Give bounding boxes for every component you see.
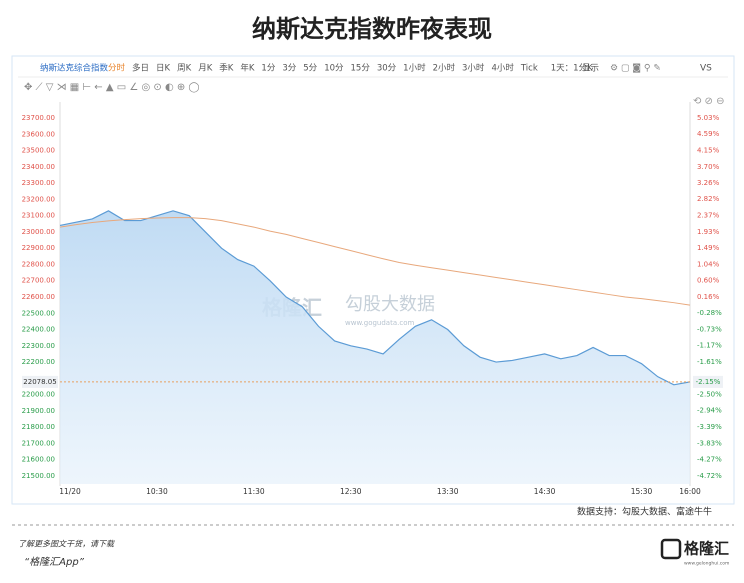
y-tick-label: 21800.00 <box>22 423 55 431</box>
period-tab[interactable]: 10分 <box>324 64 344 74</box>
footer-app: “格隆汇App” <box>24 556 85 568</box>
y-tick-label: 21600.00 <box>22 456 55 464</box>
source: 数据支持：勾股大数据、富途牛牛 <box>577 506 712 518</box>
symbol: 纳斯达克综合指数 <box>40 63 109 74</box>
y2-tick-label: 2.37% <box>697 212 720 220</box>
y2-tick-label: -2.94% <box>697 407 722 415</box>
y2-tick-label: -4.27% <box>697 455 722 463</box>
last-pct-box <box>693 375 723 388</box>
y-tick-label: 21500.00 <box>22 472 55 480</box>
y2-tick-label: 0.60% <box>697 277 720 285</box>
frame <box>11 55 735 505</box>
title: 纳斯达克指数昨夜表现 <box>252 15 492 43</box>
y2-tick-label: 1.04% <box>697 261 720 269</box>
draw-tools: ✥ ⟋ ▽ ⋊ ▦ ⊢ ← ▲ ▭ ∠ ◎ ⊙ ◐ ⊕ ◯ <box>24 82 200 93</box>
logo-icon <box>660 538 682 560</box>
x-tick-label: 10:30 <box>146 487 168 496</box>
average-line <box>59 217 691 306</box>
last-price-label: 22078.05 <box>23 378 56 386</box>
y2-tick-label: -0.28% <box>697 309 722 317</box>
y-tick-label: 22600.00 <box>22 293 55 301</box>
y2-tick-label: -3.83% <box>697 439 722 447</box>
y2-tick-label: 2.82% <box>697 195 720 203</box>
x-tick-label: 11:30 <box>243 487 265 496</box>
display-menu[interactable]: 显示 <box>582 64 599 74</box>
y-tick-label: 22000.00 <box>22 391 55 399</box>
y-tick-label: 23700.00 <box>22 114 55 122</box>
footer-text: 了解更多图文干货，请下载 <box>18 540 115 549</box>
y-tick-label: 22700.00 <box>22 277 55 285</box>
period-tab[interactable]: Tick <box>520 64 538 74</box>
undo-icons: ⟲ ⊘ ⊖ <box>693 96 725 107</box>
y2-tick-label: -3.39% <box>697 423 722 431</box>
last-pct-label: -2.15% <box>696 378 721 386</box>
x-tick-label: 16:00 <box>679 487 701 496</box>
y-tick-label: 22300.00 <box>22 342 55 350</box>
y-tick-label: 21900.00 <box>22 407 55 415</box>
range-select[interactable]: 1天：1分K <box>551 64 593 74</box>
price-area <box>60 210 690 485</box>
period-tab[interactable]: 年K <box>240 63 255 74</box>
logo-url: www.gelonghui.com <box>684 561 729 567</box>
y-tick-label: 22800.00 <box>22 260 55 268</box>
y2-tick-label: 0.16% <box>697 293 720 301</box>
y2-tick-label: -1.61% <box>697 358 722 366</box>
period-tab[interactable]: 多日 <box>132 63 149 74</box>
y2-tick-label: 3.70% <box>697 163 720 171</box>
period-tab[interactable]: 30分 <box>377 64 397 74</box>
y2-tick-label: 4.15% <box>697 146 720 154</box>
period-tab[interactable]: 3小时 <box>462 63 485 74</box>
x-tick-label: 15:30 <box>631 487 653 496</box>
y2-tick-label: 5.03% <box>697 114 720 122</box>
period-tab[interactable]: 1小时 <box>403 63 426 74</box>
period-tab[interactable]: 15分 <box>351 64 371 74</box>
y2-tick-label: 3.26% <box>697 179 720 187</box>
y-tick-label: 22400.00 <box>22 326 55 334</box>
period-tab[interactable]: 1分 <box>261 64 275 74</box>
period-tab[interactable]: 2小时 <box>433 63 456 74</box>
y2-tick-label: -2.50% <box>697 390 722 398</box>
x-tick-label: 11/20 <box>59 487 81 496</box>
y-tick-label: 22200.00 <box>22 358 55 366</box>
y-tick-label: 23600.00 <box>22 130 55 138</box>
compare[interactable]: VS <box>700 64 712 74</box>
y2-tick-label: -1.17% <box>697 342 722 350</box>
period-tab[interactable]: 月K <box>198 64 213 74</box>
price-line <box>59 210 691 386</box>
y-tick-label: 23300.00 <box>22 179 55 187</box>
y-tick-label: 23000.00 <box>22 228 55 236</box>
period-tab[interactable]: 周K <box>177 64 192 74</box>
y-tick-label: 23500.00 <box>22 147 55 155</box>
toolbar-icons: ⚙ ▢ ◙ ⚲ ✎ <box>610 64 661 74</box>
y2-tick-label: 4.59% <box>697 130 720 138</box>
y-tick-label: 21700.00 <box>22 439 55 447</box>
period-tab[interactable]: 4小时 <box>491 63 514 74</box>
period-tab[interactable]: 5分 <box>303 64 317 74</box>
y-tick-label: 23200.00 <box>22 195 55 203</box>
y2-tick-label: 1.93% <box>697 228 720 236</box>
last-price-box <box>22 375 58 388</box>
y2-tick-label: -4.72% <box>697 472 722 480</box>
x-tick-label: 13:30 <box>437 487 459 496</box>
logo: 格隆汇 <box>684 540 729 558</box>
y-tick-label: 22500.00 <box>22 309 55 317</box>
period-tab[interactable]: 分时 <box>108 63 126 74</box>
y2-tick-label: 1.49% <box>697 244 720 252</box>
x-tick-label: 12:30 <box>340 487 362 496</box>
x-tick-label: 14:30 <box>534 487 556 496</box>
period-tab[interactable]: 3分 <box>282 64 296 74</box>
y2-tick-label: -0.73% <box>697 325 722 333</box>
y-tick-label: 22900.00 <box>22 244 55 252</box>
watermark-partner: 勾股大数据 <box>345 294 435 315</box>
watermark-url: www.gogudata.com <box>345 319 414 327</box>
period-tab[interactable]: 日K <box>156 64 171 74</box>
period-tab[interactable]: 季K <box>219 63 234 74</box>
y-tick-label: 23400.00 <box>22 163 55 171</box>
y-tick-label: 23100.00 <box>22 212 55 220</box>
